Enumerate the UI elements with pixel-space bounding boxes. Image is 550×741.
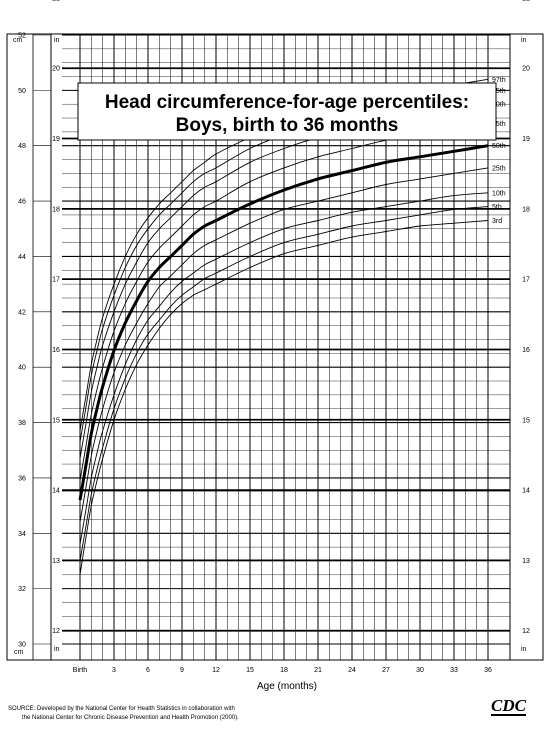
x-tick-label: 3 xyxy=(112,667,116,674)
curve-75th xyxy=(79,123,489,481)
in-tick-label-right: 15 xyxy=(522,417,530,424)
x-tick-label: 12 xyxy=(212,667,220,674)
cm-tick-label: 32 xyxy=(18,586,26,593)
in-tick-label-right: 14 xyxy=(522,488,530,495)
x-tick-label: 27 xyxy=(382,667,390,674)
in-tick-label-left: 15 xyxy=(52,417,60,424)
x-tick-label: 6 xyxy=(146,667,150,674)
x-tick-label: 33 xyxy=(450,667,458,674)
in-tick-label-left: 19 xyxy=(52,136,60,143)
in-tick-label-left: 16 xyxy=(52,347,60,354)
cm-tick-label: 46 xyxy=(18,199,26,206)
y-axis-right: 1213141516171819202122 xyxy=(522,0,530,635)
in-tick-label-left: 12 xyxy=(52,628,60,635)
curve-5th xyxy=(79,206,489,562)
in-tick-label-right: 13 xyxy=(522,558,530,565)
x-tick-label: 18 xyxy=(280,667,288,674)
x-tick-label: 24 xyxy=(348,667,356,674)
unit-left-top: cm xyxy=(13,37,23,44)
x-tick-label: 36 xyxy=(484,667,492,674)
curve-label-90th: 90th xyxy=(492,102,506,109)
source-line-2: the National Center for Chronic Disease … xyxy=(22,715,239,721)
in-tick-label-right: 12 xyxy=(522,628,530,635)
chart-subtitle: Boys, birth to 36 months xyxy=(176,115,399,136)
cm-tick-label: 38 xyxy=(18,420,26,427)
in-tick-label-right: 17 xyxy=(522,277,530,284)
in-tick-label-left: 18 xyxy=(52,206,60,213)
x-tick-label: 15 xyxy=(246,667,254,674)
chart-title: Head circumference-for-age percentiles: xyxy=(105,92,469,113)
cm-tick-label: 50 xyxy=(18,88,26,95)
curve-3rd xyxy=(79,220,489,575)
in-tick-label-right: 19 xyxy=(522,136,530,143)
cm-tick-label: 52 xyxy=(18,33,26,40)
cm-tick-label: 44 xyxy=(18,254,26,261)
curve-label-5th: 5th xyxy=(492,204,502,211)
curve-50th xyxy=(78,144,489,501)
unit-in-bottom-left: in xyxy=(54,646,60,653)
curve-label-3rd: 3rd xyxy=(492,218,502,225)
cm-tick-label: 34 xyxy=(18,531,26,538)
in-tick-label-right: 20 xyxy=(522,66,530,73)
cm-tick-label: 30 xyxy=(18,642,26,649)
in-tick-label-left: 20 xyxy=(52,66,60,73)
percentile-labels: 97th 95th 90th 75th 50th 25th 10th 5th 3rd xyxy=(492,77,506,225)
in-tick-label-left: 14 xyxy=(52,488,60,495)
in-tick-label-left: 17 xyxy=(52,277,60,284)
curve-label-25th: 25th xyxy=(492,165,506,172)
unit-right-bottom: in xyxy=(521,646,527,653)
x-tick-label: 30 xyxy=(416,667,424,674)
cm-tick-label: 48 xyxy=(18,143,26,150)
cm-tick-label: 36 xyxy=(18,475,26,482)
unit-left-bottom: cm xyxy=(14,649,24,656)
x-axis: Birth 3 6 9 12 15 18 21 24 27 30 33 36 xyxy=(73,667,492,674)
x-axis-label: Age (months) xyxy=(257,681,317,692)
chart-frame xyxy=(6,33,544,661)
in-tick-label-left: 21 xyxy=(52,0,60,2)
in-tick-label-left: 13 xyxy=(52,558,60,565)
x-tick-label: 21 xyxy=(314,667,322,674)
curve-25th xyxy=(79,167,489,523)
title-box: Head circumference-for-age percentiles: … xyxy=(77,82,497,141)
unit-in-top-left: in xyxy=(54,37,60,44)
cm-tick-label: 42 xyxy=(18,309,26,316)
x-tick-label: Birth xyxy=(73,667,88,674)
in-tick-label-right: 21 xyxy=(522,0,530,2)
y-axis-left: 30 32 34 36 38 40 42 44 46 48 50 52 12 13 14 15 16 17 18 19… xyxy=(18,0,60,649)
cm-tick-label: 40 xyxy=(18,365,26,372)
percentile-curves xyxy=(78,78,489,575)
in-tick-label-right: 18 xyxy=(522,206,530,213)
curve-10th xyxy=(79,192,489,545)
in-tick-label-right: 16 xyxy=(522,347,530,354)
cdc-logo: CDC xyxy=(491,696,527,716)
x-tick-label: 9 xyxy=(180,667,184,674)
curve-label-95th: 95th xyxy=(492,88,506,95)
curve-label-50th: 50th xyxy=(492,143,506,150)
curve-label-75th: 75th xyxy=(492,121,506,128)
cdc-logo-text: CDC xyxy=(491,696,527,715)
source-line-1: SOURCE: Developed by the National Center… xyxy=(8,706,235,712)
curve-label-97th: 97th xyxy=(492,77,506,84)
unit-right-top: in xyxy=(521,37,527,44)
curve-label-10th: 10th xyxy=(492,190,506,197)
